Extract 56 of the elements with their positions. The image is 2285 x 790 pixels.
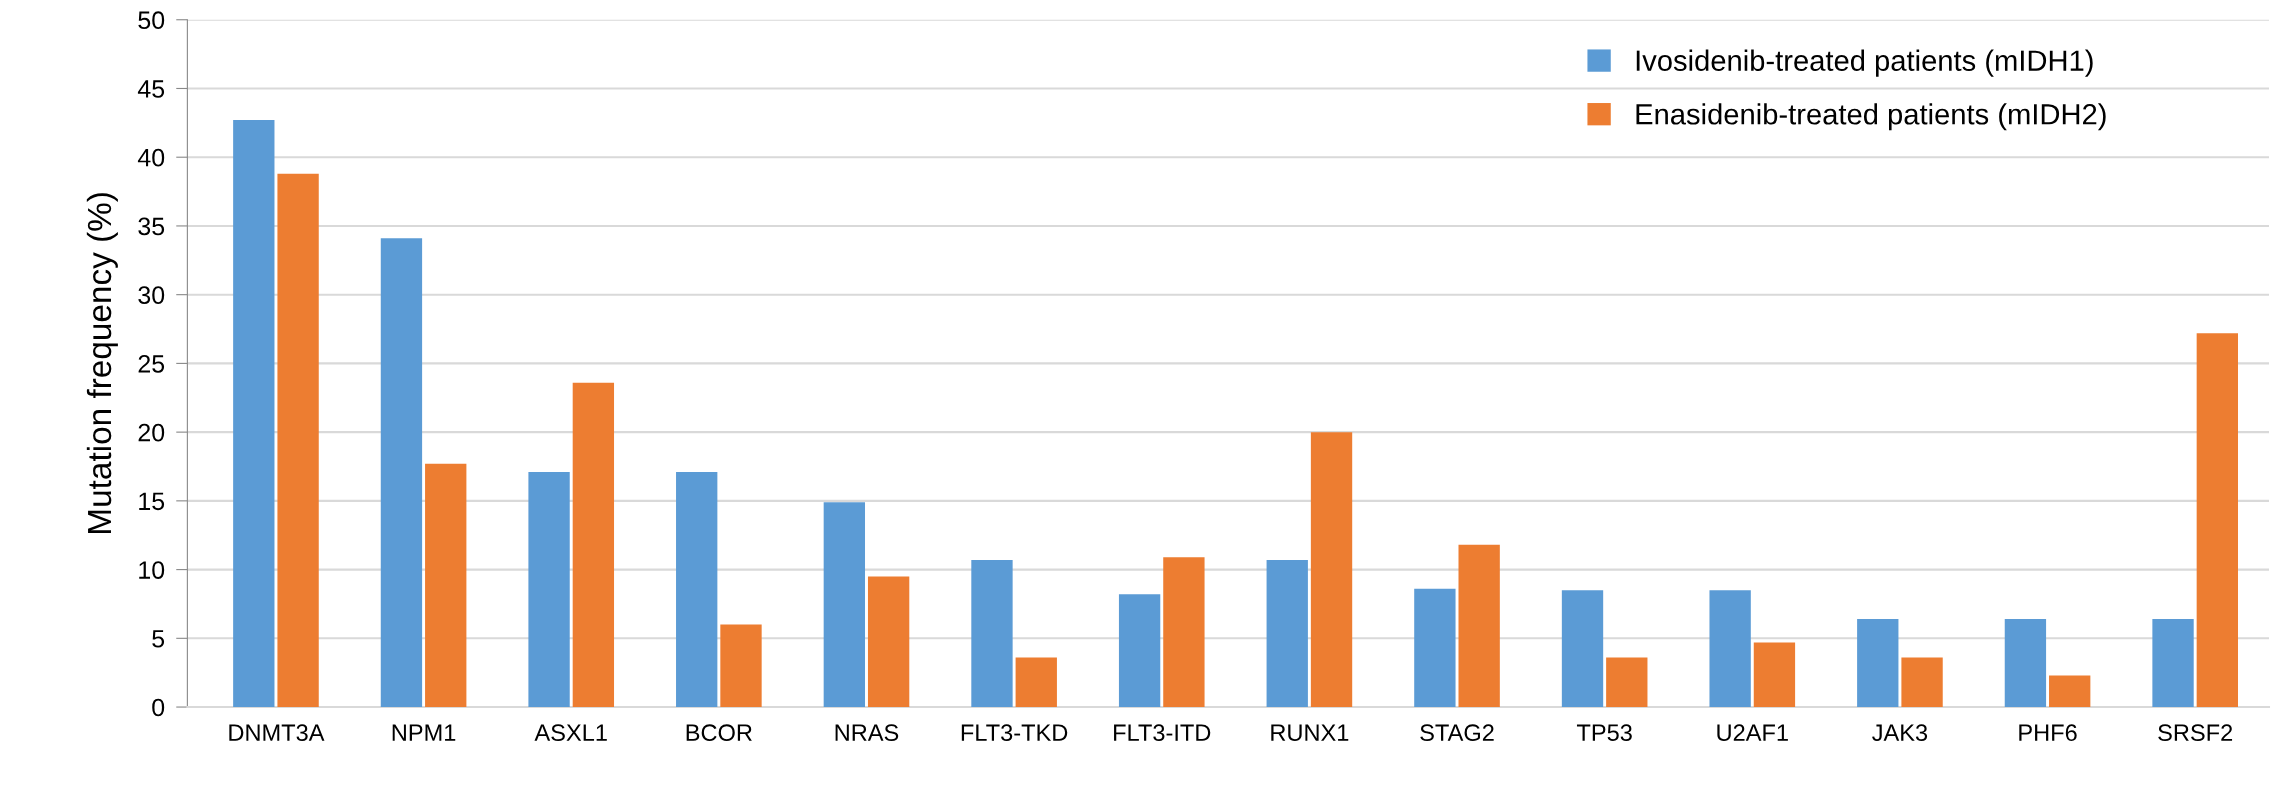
bar	[676, 471, 718, 708]
bar	[971, 559, 1013, 708]
x-tick-label: ASXL1	[534, 724, 607, 742]
y-tick-label: 25	[138, 355, 165, 373]
y-tick-label: 35	[138, 217, 165, 236]
x-tick-label: RUNX1	[1271, 724, 1349, 742]
y-axis-title: Mutation frequency (%)	[86, 193, 118, 533]
x-tick-label: SRSF2	[2158, 724, 2233, 742]
bar	[1901, 657, 1943, 708]
x-tick-label: DNMT3A	[229, 724, 325, 742]
y-tick-label: 10	[139, 561, 165, 579]
x-tick-label: FLT3-ITD	[1114, 724, 1211, 742]
x-tick-label: JAK3	[1872, 724, 1928, 742]
bar	[425, 463, 467, 708]
x-tick-label: NPM1	[392, 724, 456, 741]
y-tick-label: 0	[152, 698, 165, 717]
bar	[1709, 590, 1751, 708]
x-tick-label: STAG2	[1420, 724, 1494, 742]
bar	[867, 576, 910, 708]
x-tick-label: NRAS	[835, 724, 899, 742]
bar	[528, 471, 570, 708]
bar	[572, 382, 615, 708]
y-tick-label: 30	[138, 286, 165, 304]
bar	[720, 624, 762, 708]
y-tick-label: 20	[138, 423, 165, 442]
y-tick-label: 45	[137, 80, 165, 98]
bar	[1606, 657, 1648, 708]
bar	[277, 173, 319, 708]
bar	[2196, 333, 2238, 708]
bar	[1458, 544, 1500, 708]
x-tick-label: TP53	[1576, 724, 1632, 742]
x-tick-label: PHF6	[2019, 724, 2077, 742]
bar	[1561, 590, 1604, 708]
y-tick-label: 40	[137, 148, 165, 167]
x-tick-label: FLT3-TKD	[961, 724, 1068, 742]
bar	[1310, 432, 1353, 708]
bar	[1266, 559, 1308, 708]
bar	[1163, 557, 1205, 708]
bar	[823, 502, 866, 708]
bar	[2152, 619, 2194, 708]
bar	[1753, 642, 1796, 708]
x-tick-label: U2AF1	[1717, 724, 1788, 742]
legend-label: Ivosidenib-treated patients (mIDH1)	[1636, 49, 2093, 77]
bar	[2004, 619, 2047, 708]
bar	[1118, 594, 1161, 708]
y-tick-label: 15	[139, 492, 165, 511]
x-tick-label: BCOR	[686, 724, 752, 742]
y-tick-label: 5	[152, 630, 165, 648]
bar	[1414, 588, 1456, 708]
legend-label: Enasidenib-treated patients (mIDH2)	[1636, 103, 2106, 131]
bar	[1015, 657, 1057, 708]
y-tick-label: 50	[138, 11, 165, 30]
bar	[380, 238, 423, 708]
bar	[233, 120, 275, 708]
bar	[1857, 619, 1899, 708]
bar	[2049, 675, 2091, 708]
